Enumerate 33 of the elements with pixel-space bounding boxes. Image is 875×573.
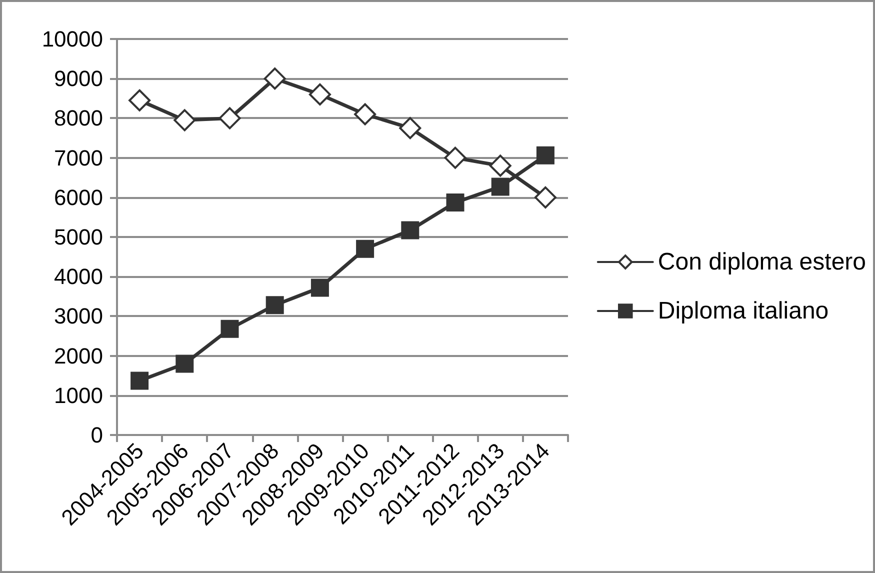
point — [534, 186, 556, 208]
point — [176, 354, 194, 373]
y-tick-label: 1000 — [54, 382, 103, 408]
y-tick-label: 10000 — [42, 26, 103, 52]
y-tick-label: 6000 — [54, 184, 103, 210]
point — [354, 103, 376, 126]
y-tick-label: 0 — [90, 422, 103, 448]
y-tick-label: 5000 — [54, 224, 103, 250]
point — [489, 154, 512, 177]
legend-label: Diploma italiano — [658, 298, 829, 324]
point — [130, 372, 149, 390]
point — [218, 107, 241, 130]
y-tick-label: 3000 — [54, 304, 103, 329]
point — [310, 278, 329, 297]
y-tick-label: 7000 — [54, 145, 103, 170]
y-tick-label: 2000 — [54, 343, 103, 368]
point — [264, 68, 286, 90]
point — [128, 89, 151, 112]
point — [491, 178, 510, 196]
point — [220, 320, 239, 338]
point — [399, 117, 422, 140]
y-tick-label: 8000 — [54, 106, 103, 131]
point — [446, 194, 464, 212]
y-tick-label: 9000 — [54, 66, 103, 92]
y-tick-label: 4000 — [54, 264, 103, 290]
point — [174, 109, 196, 132]
point — [536, 146, 554, 164]
legend-label: Con diploma estero — [658, 248, 866, 276]
point — [401, 221, 420, 240]
point — [308, 83, 331, 106]
point — [266, 296, 284, 314]
point — [444, 146, 466, 169]
point — [356, 240, 374, 258]
